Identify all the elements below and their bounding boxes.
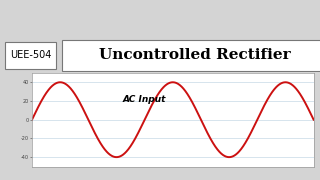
- FancyBboxPatch shape: [5, 42, 56, 69]
- Text: UEE-504: UEE-504: [10, 50, 51, 60]
- FancyBboxPatch shape: [62, 40, 320, 71]
- Text: AC Input: AC Input: [123, 95, 166, 104]
- Text: Uncontrolled Rectifier: Uncontrolled Rectifier: [100, 48, 291, 62]
